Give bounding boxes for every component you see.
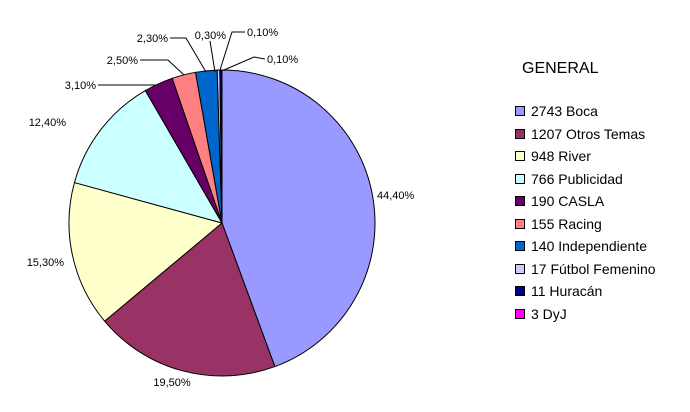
leader-line [209,40,216,73]
percent-label: 19,50% [153,377,191,389]
legend-item: 11 Huracán [515,280,656,303]
legend-item: 2743 Boca [515,100,656,123]
legend-swatch [515,128,525,139]
percent-label: 12,40% [29,117,67,129]
legend: 2743 Boca 1207 Otros Temas 948 River 766 Pu… [515,100,656,325]
pie-slice [68,181,224,322]
legend-label: 948 River [531,148,591,165]
legend-label: 2743 Boca [531,103,598,120]
legend-label: 140 Independiente [531,238,647,255]
legend-label: 1207 Otros Temas [531,125,646,142]
legend-label: 766 Publicidad [531,170,623,187]
legend-item: 140 Independiente [515,235,656,258]
percent-label: 0,10% [267,54,298,66]
leader-line [223,56,266,71]
legend-swatch [515,173,525,184]
legend-swatch [515,151,525,162]
percent-label: 44,40% [377,190,415,202]
legend-item: 3 DyJ [515,303,656,326]
legend-item: 190 CASLA [515,190,656,213]
percent-label: 2,30% [137,33,168,45]
legend-swatch [515,218,525,229]
legend-label: 17 Fútbol Femenino [531,260,656,277]
legend-swatch [515,286,525,297]
legend-label: 155 Racing [531,215,602,232]
legend-swatch [515,196,525,207]
legend-item: 155 Racing [515,213,656,236]
pie-slice [221,69,376,368]
legend-label: 11 Huracán [531,283,603,300]
leader-line [140,59,185,76]
chart-title: GENERAL [522,60,599,77]
legend-swatch [515,308,525,319]
legend-label: 3 DyJ [531,305,567,322]
pie-slice [73,89,224,224]
legend-swatch [515,263,525,274]
pie-slice [103,222,276,377]
percent-label: 0,30% [195,30,226,42]
percent-label: 15,30% [27,257,65,269]
legend-item: 948 River [515,145,656,168]
percent-label: 0,10% [247,27,278,39]
legend-item: 766 Publicidad [515,168,656,191]
legend-item: 1207 Otros Temas [515,123,656,146]
leader-line [219,31,245,71]
legend-swatch [515,241,525,252]
percent-label: 2,50% [107,55,138,67]
legend-swatch [515,106,525,117]
legend-label: 190 CASLA [531,193,605,210]
percent-label: 3,10% [65,80,96,92]
legend-item: 17 Fútbol Femenino [515,258,656,281]
leader-line [170,37,207,73]
